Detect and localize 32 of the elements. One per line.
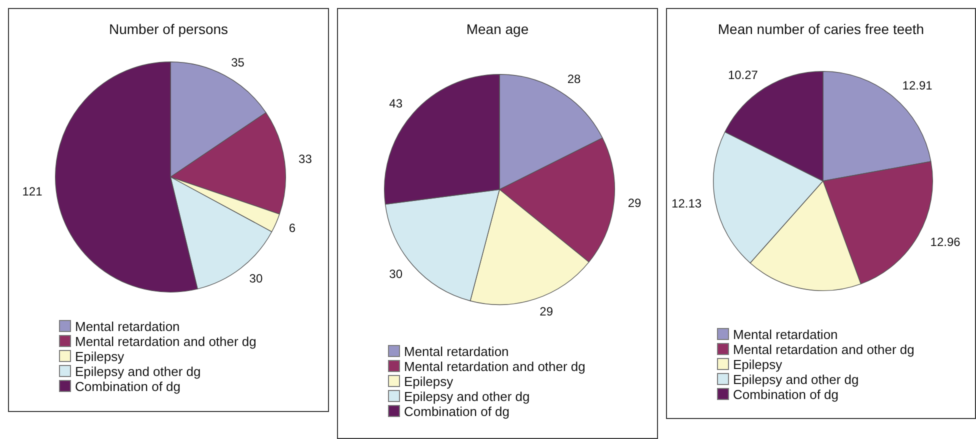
data-label: 30	[389, 267, 403, 282]
data-label: 33	[298, 152, 312, 166]
legend-label: Mental retardation and other dg	[403, 359, 586, 374]
data-label: 10.27	[728, 68, 758, 82]
legend-label: Epilepsy	[74, 349, 126, 364]
data-label: 29	[628, 196, 642, 210]
legend-label: Mental retardation	[732, 327, 839, 342]
legend-label: Epilepsy and other dg	[403, 389, 531, 404]
legend-label: Combination of dg	[732, 387, 840, 402]
data-label: 121	[22, 184, 43, 199]
legend-label: Combination of dg	[403, 404, 511, 419]
legend-label: Mental retardation	[74, 319, 181, 334]
data-label: 12.96	[930, 234, 961, 249]
legend-label: Mental retardation and other dg	[732, 342, 914, 357]
legend-label: Mental retardation	[403, 344, 510, 359]
legend-label: Epilepsy and other dg	[74, 364, 202, 379]
data-label: 28	[567, 72, 582, 86]
legend-label: Mental retardation and other dg	[74, 334, 256, 349]
data-label: 12.13	[672, 196, 702, 211]
chart-title: Number of persons	[108, 21, 230, 37]
legend-label: Epilepsy and other dg	[732, 372, 860, 387]
data-label: 12.91	[902, 78, 933, 92]
chart-title: Mean age	[465, 21, 530, 37]
data-label: 43	[389, 96, 403, 111]
legend-label: Epilepsy	[403, 374, 454, 389]
data-label: 6	[288, 221, 296, 236]
data-label: 35	[231, 55, 245, 70]
chart-title: Mean number of caries free teeth	[716, 21, 926, 37]
legend-label: Combination of dg	[74, 379, 182, 394]
legend-label: Epilepsy	[732, 357, 784, 372]
data-label: 29	[540, 304, 554, 319]
data-label: 30	[249, 272, 263, 286]
